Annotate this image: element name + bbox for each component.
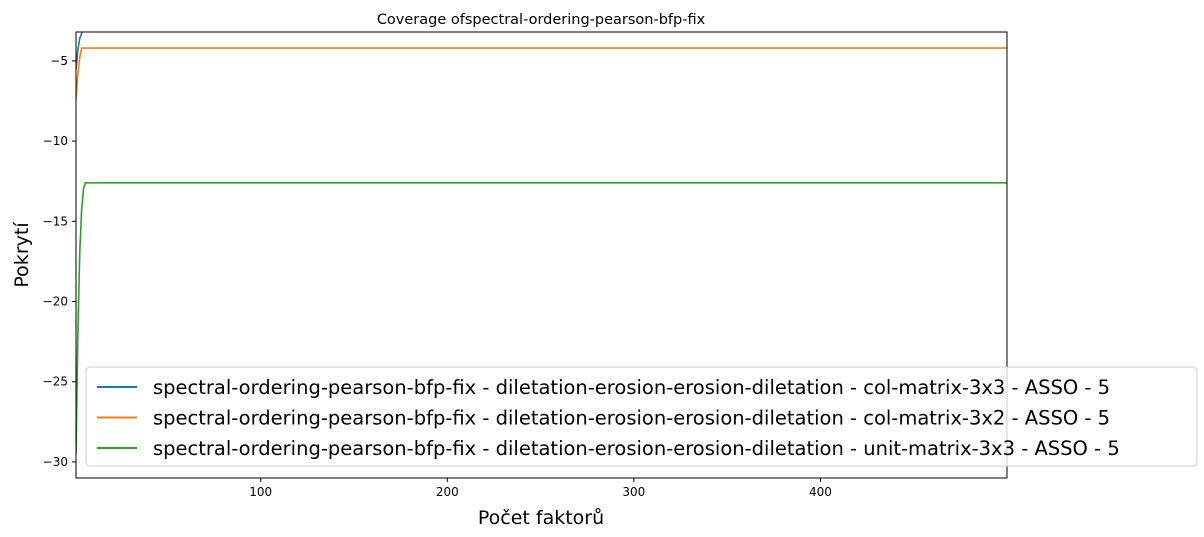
y-tick-label: −30 <box>43 455 68 469</box>
y-tick-label: −5 <box>50 54 68 68</box>
series-line-3 <box>76 182 1007 454</box>
x-tick-label: 300 <box>622 485 645 499</box>
tick-marks <box>72 60 821 482</box>
legend-label-2: spectral-ordering-pearson-bfp-fix - dile… <box>153 407 1110 430</box>
y-tick-label: −15 <box>43 214 68 228</box>
chart-title: Coverage ofspectral-ordering-pearson-bfp… <box>377 12 706 28</box>
y-axis-title: Pokrytí <box>11 222 33 288</box>
y-tick-label: −25 <box>43 375 68 389</box>
plot-frame <box>75 31 1008 479</box>
x-tick-label: 100 <box>249 485 272 499</box>
x-tick-labels: 100 200 300 400 <box>249 485 832 499</box>
legend-box <box>85 366 1198 467</box>
series-line-1 <box>76 32 84 69</box>
series-line-2 <box>76 47 1007 100</box>
legend-label-3: spectral-ordering-pearson-bfp-fix - dile… <box>153 437 1120 460</box>
x-tick-label: 400 <box>809 485 832 499</box>
x-axis-title: Počet faktorů <box>478 507 604 529</box>
legend-label-1: spectral-ordering-pearson-bfp-fix - dile… <box>153 376 1110 399</box>
y-tick-label: −20 <box>43 295 68 309</box>
y-tick-label: −10 <box>43 134 68 148</box>
x-tick-label: 200 <box>436 485 459 499</box>
legend: spectral-ordering-pearson-bfp-fix - dile… <box>85 366 1198 467</box>
series-lines <box>76 32 1007 454</box>
y-tick-labels: −5 −10 −15 −20 −25 −30 <box>43 54 68 469</box>
